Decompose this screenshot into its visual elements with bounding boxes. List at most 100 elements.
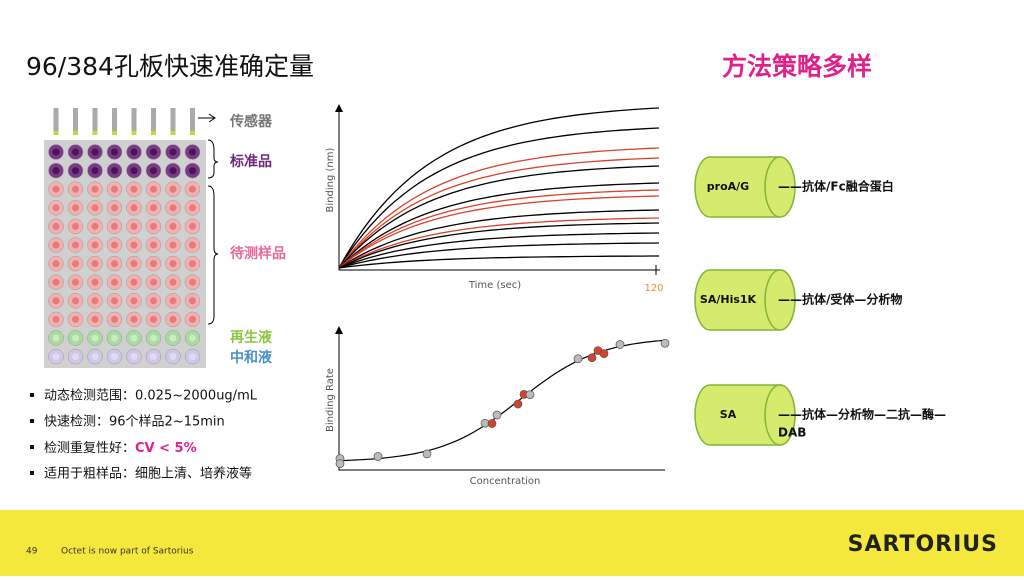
well-center xyxy=(72,353,79,361)
sensor-label: proA/G xyxy=(707,180,749,193)
subtitle: 方法策略多样 xyxy=(722,52,872,81)
point xyxy=(525,390,535,400)
well-center xyxy=(72,167,79,175)
well-center xyxy=(91,185,99,193)
curve xyxy=(338,232,660,269)
well-center xyxy=(189,315,196,323)
well-center xyxy=(169,297,177,305)
well-center xyxy=(111,260,118,268)
curve xyxy=(338,242,660,269)
sensor-tip xyxy=(53,131,59,135)
sensor-label: SA xyxy=(720,408,737,421)
well-center xyxy=(130,204,138,212)
kinetics-plot: Binding (nm) Time (sec) 120 xyxy=(325,104,664,294)
well-center xyxy=(189,334,196,342)
curve xyxy=(338,107,660,269)
point xyxy=(660,338,670,348)
well-center xyxy=(130,185,138,193)
well-center xyxy=(169,204,177,212)
axes xyxy=(338,108,660,271)
well-center xyxy=(150,185,157,193)
well-center xyxy=(169,260,177,268)
well-center xyxy=(52,204,60,212)
arrow xyxy=(335,326,343,334)
cylinder-end xyxy=(764,384,796,446)
well-center xyxy=(52,315,60,323)
brace xyxy=(207,185,219,325)
well-center xyxy=(130,297,138,305)
sensor-tip xyxy=(170,131,176,135)
well-center xyxy=(150,297,157,305)
point xyxy=(599,349,609,358)
well-center xyxy=(72,334,79,342)
well-center xyxy=(169,353,177,361)
well-center xyxy=(72,278,79,286)
well-center xyxy=(52,167,60,175)
well-center xyxy=(111,148,118,156)
well-center xyxy=(130,334,138,342)
label: 传感器 xyxy=(229,113,273,130)
point xyxy=(335,459,345,468)
x-tick-label: 120 xyxy=(644,283,663,294)
well-center xyxy=(52,148,60,156)
label: 再生液 xyxy=(230,329,273,346)
brace xyxy=(207,139,219,179)
bullet xyxy=(30,393,34,397)
well-center xyxy=(130,148,138,156)
page-number: 49 xyxy=(26,547,38,557)
sensor-tip xyxy=(112,131,117,135)
well-center xyxy=(91,260,99,268)
sensor xyxy=(112,108,117,132)
well-center xyxy=(72,260,79,268)
well-center xyxy=(111,204,118,212)
curve xyxy=(338,127,660,269)
well-center xyxy=(91,204,99,212)
sensor xyxy=(53,108,59,132)
bullet-text: 快速检测：96个样品2~15min xyxy=(44,415,225,430)
sensor-tip xyxy=(151,131,156,135)
well-center xyxy=(91,167,99,175)
well-center xyxy=(52,185,60,193)
well-center xyxy=(52,241,60,249)
well-center xyxy=(150,278,157,286)
well-center xyxy=(130,167,138,175)
curve xyxy=(338,147,660,269)
well-center xyxy=(189,167,196,175)
well-center xyxy=(91,278,99,286)
well-center xyxy=(150,315,157,323)
well-center xyxy=(169,278,177,286)
curve xyxy=(338,255,659,269)
sensor-tip xyxy=(190,131,195,135)
well-center xyxy=(189,241,196,249)
cylinder-end xyxy=(764,156,796,218)
well-center xyxy=(91,353,99,361)
well-center xyxy=(111,222,118,230)
well-center xyxy=(111,185,118,193)
well-center xyxy=(130,260,138,268)
sensor-tip xyxy=(92,131,98,135)
sensor xyxy=(170,108,176,132)
well-center xyxy=(150,334,157,342)
plate-wells xyxy=(48,144,201,365)
well-center xyxy=(111,297,118,305)
well-center xyxy=(52,297,60,305)
well-center xyxy=(150,353,157,361)
well-center xyxy=(91,297,99,305)
well-center xyxy=(52,278,60,286)
well-center xyxy=(52,334,60,342)
sensor-tip xyxy=(73,131,78,135)
well-center xyxy=(189,204,196,212)
cylinder-end xyxy=(764,269,796,331)
well-center xyxy=(169,185,177,193)
well-center xyxy=(169,148,177,156)
well-center xyxy=(91,334,99,342)
curve xyxy=(338,189,660,269)
well-center xyxy=(130,241,138,249)
curve xyxy=(338,165,660,269)
well-center xyxy=(72,241,79,249)
well-center xyxy=(150,167,157,175)
well-center xyxy=(72,185,79,193)
well-center xyxy=(72,222,79,230)
curve xyxy=(338,222,660,269)
